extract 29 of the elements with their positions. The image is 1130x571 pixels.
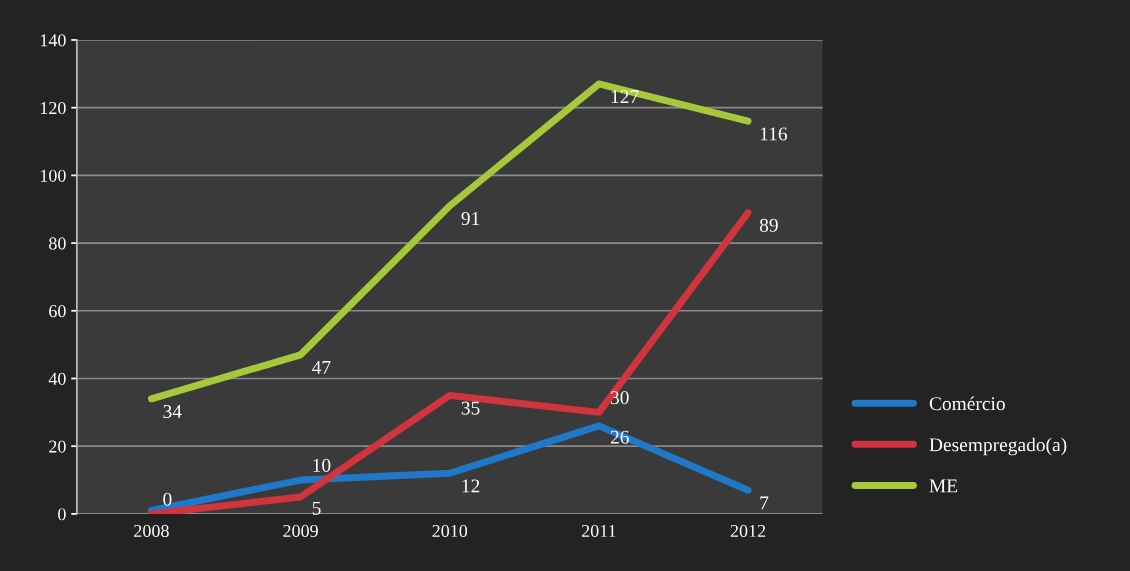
y-tick-label: 40 <box>48 372 66 385</box>
y-tick-label: 120 <box>40 101 66 115</box>
data-label: 30 <box>610 391 629 405</box>
data-label: 0 <box>163 492 172 506</box>
x-tick-label: 2010 <box>432 524 468 538</box>
data-label: 127 <box>611 90 639 104</box>
data-label: 35 <box>461 401 480 415</box>
legend-label: Desempregado(a) <box>929 437 1067 456</box>
y-tick-label: 140 <box>40 34 66 47</box>
data-label: 91 <box>461 212 480 226</box>
data-label: 34 <box>163 404 182 419</box>
data-label: 47 <box>312 361 331 374</box>
y-tick-label: 20 <box>49 440 66 453</box>
y-tick-label: 80 <box>49 237 66 250</box>
data-label: 5 <box>312 501 321 515</box>
y-tick-label: 0 <box>58 508 66 521</box>
x-tick-label: 2008 <box>134 524 169 538</box>
y-tick-label: 100 <box>40 169 66 182</box>
legend-label: Comércio <box>929 396 1005 411</box>
x-tick-label: 2009 <box>283 524 318 538</box>
data-label: 7 <box>760 496 769 510</box>
x-tick-label: 2011 <box>581 524 616 538</box>
y-tick-label: 60 <box>49 305 66 318</box>
data-label: 116 <box>760 127 788 141</box>
data-label: 12 <box>462 479 480 493</box>
data-label: 10 <box>313 458 331 472</box>
x-tick-label: 2012 <box>730 524 766 538</box>
data-label: 89 <box>759 218 778 232</box>
legend-label: ME <box>929 479 958 493</box>
